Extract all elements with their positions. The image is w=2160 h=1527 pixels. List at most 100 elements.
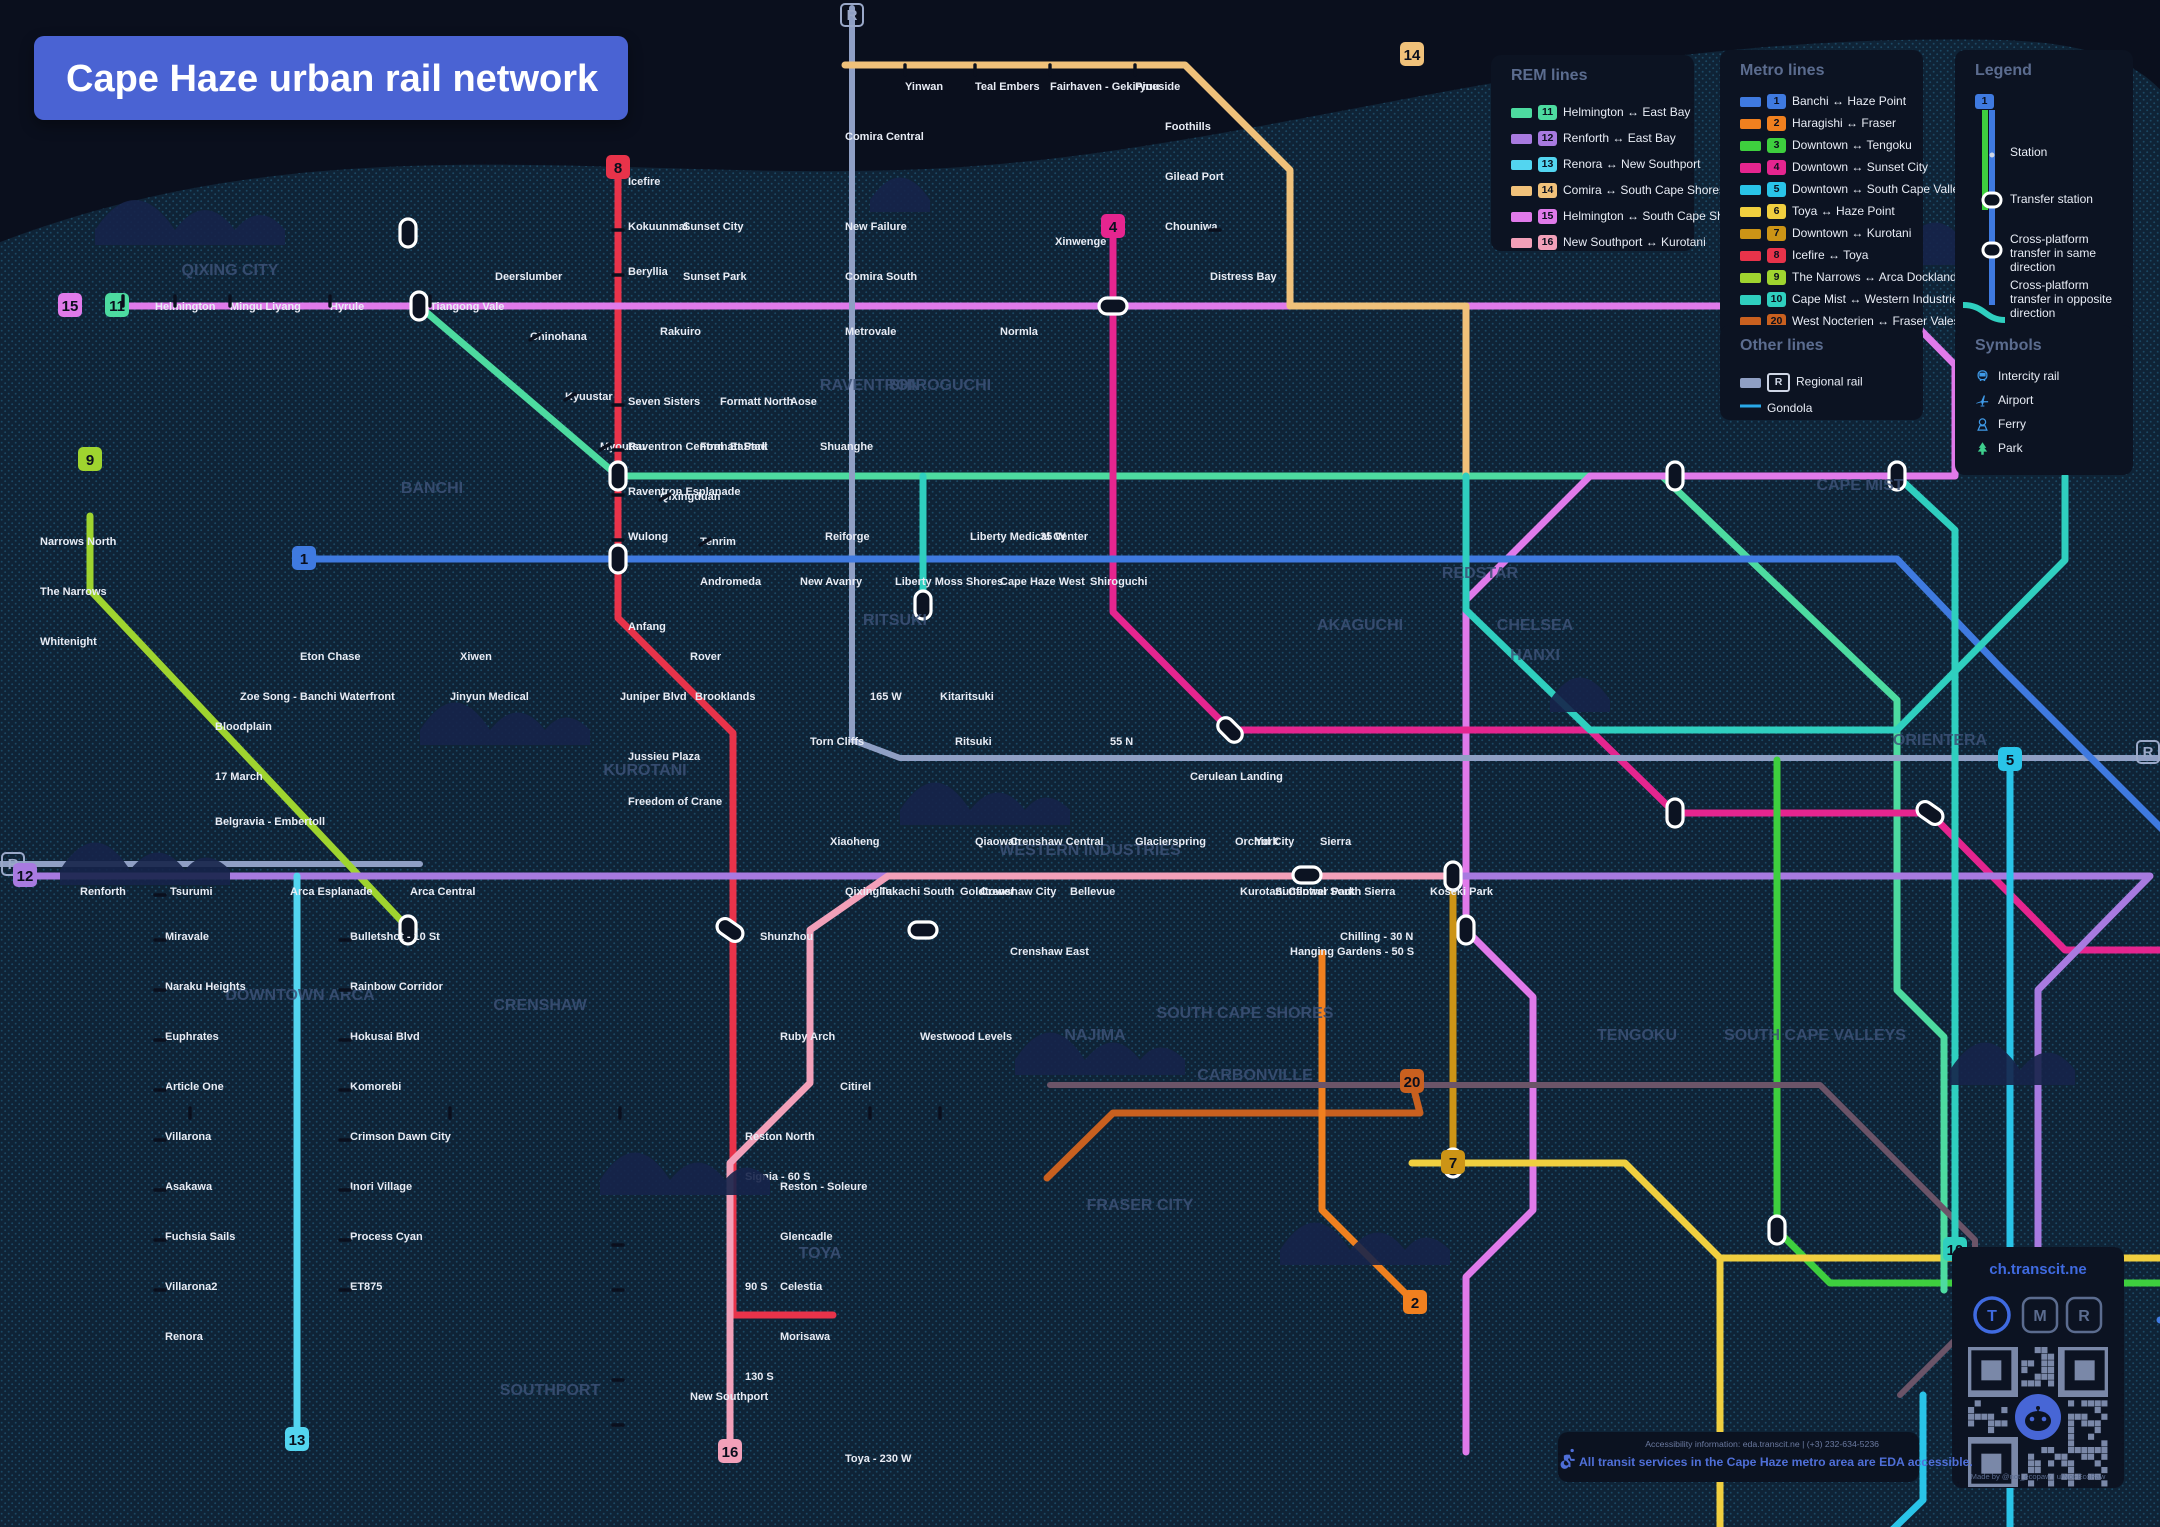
svg-text:Shuanghe: Shuanghe — [820, 441, 873, 453]
svg-text:Teal Embers: Teal Embers — [975, 81, 1040, 93]
svg-text:Jinyun Medical: Jinyun Medical — [450, 691, 529, 703]
svg-text:Renforth: Renforth — [80, 886, 126, 898]
svg-text:Eton Chase: Eton Chase — [300, 651, 361, 663]
svg-text:Crenshaw East: Crenshaw East — [1010, 946, 1089, 958]
svg-text:HANXI: HANXI — [1510, 647, 1560, 664]
svg-text:Reston North: Reston North — [745, 1131, 815, 1143]
svg-text:Celestia: Celestia — [780, 1281, 823, 1293]
svg-text:Villarona2: Villarona2 — [165, 1281, 217, 1293]
svg-text:Kurotani Central: Kurotani Central — [1240, 886, 1326, 898]
svg-text:Chinohana: Chinohana — [530, 331, 588, 343]
svg-text:Reston - Soleure: Reston - Soleure — [780, 1181, 867, 1193]
svg-text:Sunset Park: Sunset Park — [683, 271, 747, 283]
svg-text:Crenshaw Central: Crenshaw Central — [1010, 836, 1104, 848]
svg-text:Hokusai Blvd: Hokusai Blvd — [350, 1031, 420, 1043]
svg-text:13: 13 — [289, 1432, 306, 1449]
svg-text:7: 7 — [1449, 1155, 1457, 1172]
svg-text:BANCHI: BANCHI — [401, 480, 463, 497]
svg-text:Kokuunmai: Kokuunmai — [628, 221, 688, 233]
svg-text:SOUTH CAPE SHORES: SOUTH CAPE SHORES — [1157, 1005, 1334, 1022]
svg-text:R: R — [847, 7, 858, 24]
svg-text:CAPE MIST: CAPE MIST — [1816, 477, 1903, 494]
svg-text:Juniper Blvd: Juniper Blvd — [620, 691, 687, 703]
svg-text:T: T — [1987, 1308, 1997, 1325]
svg-text:Formatt North: Formatt North — [720, 396, 794, 408]
svg-text:Deerslumber: Deerslumber — [495, 271, 563, 283]
svg-text:Aose: Aose — [790, 396, 817, 408]
svg-text:Bloodplain: Bloodplain — [215, 721, 272, 733]
svg-text:Tiangong Vale: Tiangong Vale — [430, 301, 504, 313]
svg-text:Hanging Gardens - 50 S: Hanging Gardens - 50 S — [1290, 946, 1414, 958]
svg-text:Naraku Heights: Naraku Heights — [165, 981, 246, 993]
svg-text:Whitenight: Whitenight — [40, 636, 97, 648]
svg-text:FRASER CITY: FRASER CITY — [1087, 1197, 1194, 1214]
svg-text:Shiroguchi: Shiroguchi — [1090, 576, 1147, 588]
svg-text:Rakuiro: Rakuiro — [660, 326, 701, 338]
svg-text:R: R — [2143, 744, 2154, 761]
svg-text:Seven Sisters: Seven Sisters — [628, 396, 700, 408]
svg-text:8: 8 — [614, 160, 622, 177]
svg-text:Crimson Dawn City: Crimson Dawn City — [350, 1131, 452, 1143]
svg-text:RITSUKI: RITSUKI — [863, 612, 927, 629]
svg-text:New Avanry: New Avanry — [800, 576, 863, 588]
svg-text:Freedom of Crane: Freedom of Crane — [628, 796, 722, 808]
svg-text:Miravale: Miravale — [165, 931, 209, 943]
svg-text:35 W: 35 W — [1040, 531, 1066, 543]
svg-text:Cerulean Landing: Cerulean Landing — [1190, 771, 1283, 783]
svg-text:Helmington: Helmington — [155, 301, 216, 313]
svg-text:Pineside: Pineside — [1135, 81, 1180, 93]
svg-text:Crenshaw City: Crenshaw City — [980, 886, 1057, 898]
svg-text:165 W: 165 W — [870, 691, 902, 703]
svg-text:ORIENTERA: ORIENTERA — [1893, 732, 1988, 749]
svg-text:Xiwen: Xiwen — [460, 651, 492, 663]
svg-text:Anfang: Anfang — [628, 621, 666, 633]
svg-text:R: R — [2078, 1308, 2090, 1325]
svg-text:Narrows North: Narrows North — [40, 536, 117, 548]
svg-text:M: M — [2033, 1308, 2046, 1325]
svg-text:Glacierspring: Glacierspring — [1135, 836, 1206, 848]
svg-text:Icefire: Icefire — [628, 176, 660, 188]
svg-text:Toya - 230 W: Toya - 230 W — [845, 1453, 912, 1465]
svg-text:5: 5 — [2006, 752, 2014, 769]
svg-text:Morisawa: Morisawa — [780, 1331, 831, 1343]
svg-text:New Southport: New Southport — [690, 1391, 769, 1403]
svg-text:Comira Central: Comira Central — [845, 131, 924, 143]
svg-text:KUROTANI: KUROTANI — [603, 762, 686, 779]
svg-text:Jussieu Plaza: Jussieu Plaza — [628, 751, 701, 763]
svg-text:Rainbow Corridor: Rainbow Corridor — [350, 981, 444, 993]
svg-text:15: 15 — [62, 298, 79, 315]
svg-text:12: 12 — [17, 868, 34, 885]
svg-text:Arca Central: Arca Central — [410, 886, 475, 898]
svg-text:Article One: Article One — [165, 1081, 224, 1093]
svg-text:Normla: Normla — [1000, 326, 1039, 338]
svg-text:Liberty Medical Center: Liberty Medical Center — [970, 531, 1089, 543]
svg-text:Reiforge: Reiforge — [825, 531, 870, 543]
svg-text:CHELSEA: CHELSEA — [1497, 617, 1574, 634]
svg-text:90 S: 90 S — [745, 1281, 768, 1293]
svg-text:Gilead Port: Gilead Port — [1165, 171, 1224, 183]
svg-text:Sunset City: Sunset City — [683, 221, 744, 233]
svg-text:SHIROGUCHI: SHIROGUCHI — [889, 377, 991, 394]
svg-text:Arca Esplanade: Arca Esplanade — [290, 886, 373, 898]
svg-text:Brooklands: Brooklands — [695, 691, 756, 703]
svg-text:EaStad: EaStad — [730, 441, 767, 453]
svg-text:Foothills: Foothills — [1165, 121, 1211, 133]
svg-text:Ritsuki: Ritsuki — [955, 736, 992, 748]
svg-text:1: 1 — [300, 551, 308, 568]
svg-text:Metrovale: Metrovale — [845, 326, 896, 338]
svg-text:South Sierra: South Sierra — [1330, 886, 1396, 898]
svg-text:Takachi South: Takachi South — [880, 886, 955, 898]
svg-text:Wulong: Wulong — [628, 531, 668, 543]
svg-text:Sierra: Sierra — [1320, 836, 1352, 848]
svg-text:Asakawa: Asakawa — [165, 1181, 213, 1193]
svg-text:Bellevue: Bellevue — [1070, 886, 1115, 898]
svg-text:Renora: Renora — [165, 1331, 204, 1343]
svg-text:Zoe Song - Banchi Waterfront: Zoe Song - Banchi Waterfront — [240, 691, 395, 703]
svg-text:Belgravia - Embertoll: Belgravia - Embertoll — [215, 816, 325, 828]
svg-text:Liberty Moss Shores: Liberty Moss Shores — [895, 576, 1003, 588]
svg-text:Westwood Levels: Westwood Levels — [920, 1031, 1012, 1043]
svg-text:QIXING CITY: QIXING CITY — [182, 262, 279, 279]
svg-text:Process Cyan: Process Cyan — [350, 1231, 423, 1243]
svg-text:Distress Bay: Distress Bay — [1210, 271, 1278, 283]
svg-text:Cape Haze West: Cape Haze West — [1000, 576, 1085, 588]
